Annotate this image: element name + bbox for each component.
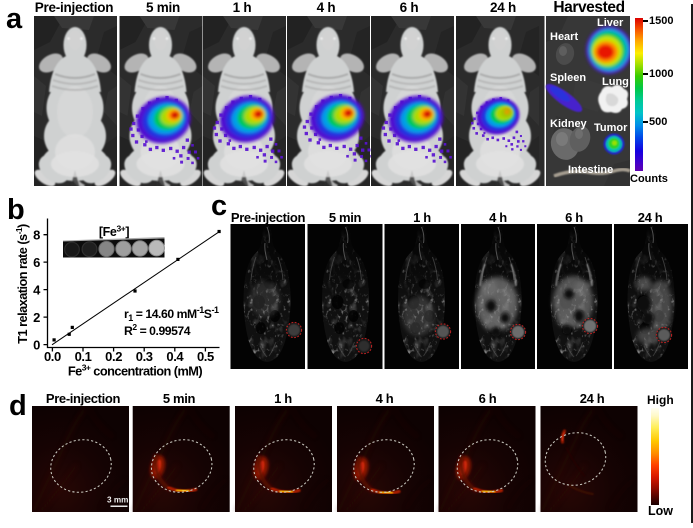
svg-text:4: 4 [33,282,41,297]
svg-text:Lung: Lung [602,76,629,88]
svg-text:6: 6 [33,255,40,270]
svg-text:0.0: 0.0 [44,349,61,364]
svg-text:0.3: 0.3 [136,349,153,364]
svg-text:r1 = 14.60 mM-1S-1: r1 = 14.60 mM-1S-1 [124,305,219,323]
svg-text:R2 = 0.99574: R2 = 0.99574 [124,322,191,338]
svg-text:0.5: 0.5 [197,349,214,364]
svg-text:T1 relaxation rate (s-1): T1 relaxation rate (s-1) [14,224,30,344]
svg-text:Kidney: Kidney [550,118,588,130]
svg-text:Liver: Liver [597,17,624,29]
svg-text:Fe3+ concentration (mM): Fe3+ concentration (mM) [68,363,203,379]
svg-text:Intestine: Intestine [568,164,613,176]
svg-text:0.1: 0.1 [75,349,92,364]
svg-text:[Fe3+]: [Fe3+] [99,224,129,240]
svg-text:3 mm: 3 mm [107,496,128,505]
svg-text:0: 0 [33,337,40,352]
svg-text:2: 2 [33,310,40,325]
svg-text:0.4: 0.4 [166,349,184,364]
svg-text:8: 8 [33,227,40,242]
svg-text:Heart: Heart [550,31,578,43]
svg-text:Tumor: Tumor [594,122,628,134]
svg-text:0.2: 0.2 [105,349,122,364]
svg-text:Spleen: Spleen [550,72,586,84]
